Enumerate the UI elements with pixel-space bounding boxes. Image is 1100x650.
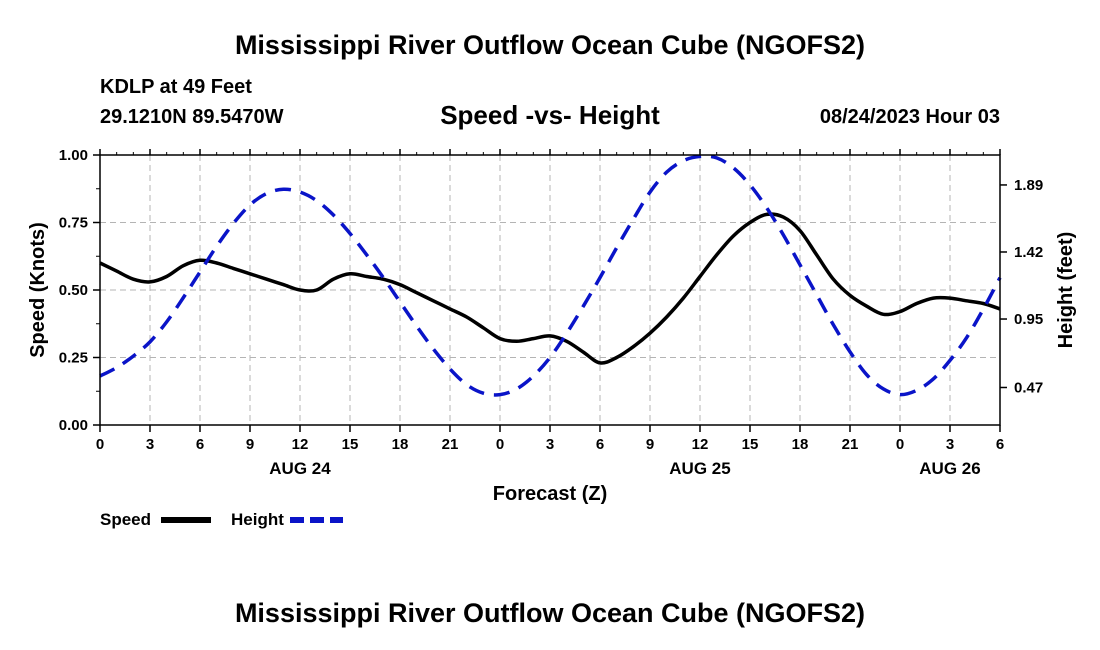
y2-axis-title: Height (feet) [1055, 232, 1077, 349]
y2-tick-label: 0.47 [1014, 379, 1043, 396]
y-tick-label: 0.25 [59, 350, 88, 367]
x-tick-label: 15 [342, 436, 359, 453]
footer-title: Mississippi River Outflow Ocean Cube (NG… [234, 598, 866, 628]
legend-label-speed: Speed [100, 510, 151, 529]
x-tick-label: 0 [96, 436, 104, 453]
x-tick-label: 21 [842, 436, 859, 453]
x-tick-label: 0 [896, 436, 904, 453]
y-tick-label: 0.50 [59, 282, 88, 299]
x-tick-label: 3 [146, 436, 154, 453]
grid [100, 155, 1000, 425]
x-tick-label: 9 [646, 436, 654, 453]
y2-tick-label: 0.95 [1014, 311, 1043, 328]
x-tick-label: 6 [596, 436, 604, 453]
x-tick-label: 21 [442, 436, 459, 453]
y2-tick-label: 1.89 [1014, 177, 1043, 194]
date-label: AUG 26 [919, 459, 980, 478]
x-tick-label: 15 [742, 436, 759, 453]
chart-title: Mississippi River Outflow Ocean Cube (NG… [234, 30, 866, 60]
date-label: AUG 25 [669, 459, 730, 478]
station-label: KDLP at 49 Feet [100, 76, 252, 98]
y2-tick-label: 1.42 [1014, 244, 1043, 261]
chart-subtitle: Speed -vs- Height [440, 100, 660, 130]
forecast-datetime: 08/24/2023 Hour 03 [819, 106, 1000, 128]
legend: Speed Height [100, 510, 343, 529]
axes: 0 3 6 9 12 15 18 21 0 3 6 9 12 15 18 21 0 3 6 0.00 0.25 0.50 0… [59, 147, 1043, 478]
series-line-speed [99, 212, 1001, 365]
x-tick-label: 18 [792, 436, 809, 453]
x-tick-label: 3 [546, 436, 554, 453]
x-tick-label: 12 [692, 436, 709, 453]
station-coordinates: 29.1210N 89.5470W [100, 106, 284, 128]
y-tick-label: 0.75 [59, 215, 88, 232]
x-axis-title: Forecast (Z) [493, 483, 607, 505]
x-tick-label: 3 [946, 436, 954, 453]
series-line-height [99, 154, 1002, 397]
x-tick-label: 12 [292, 436, 309, 453]
y-axis-title: Speed (Knots) [27, 222, 49, 358]
x-tick-label: 6 [996, 436, 1004, 453]
x-tick-label: 0 [496, 436, 504, 453]
y-tick-label: 0.00 [59, 417, 88, 434]
date-label: AUG 24 [269, 459, 331, 478]
x-tick-label: 6 [196, 436, 204, 453]
series-layer [99, 154, 1002, 397]
y-tick-label: 1.00 [59, 147, 88, 164]
x-tick-label: 18 [392, 436, 409, 453]
legend-label-height: Height [231, 510, 284, 529]
x-tick-label: 9 [246, 436, 254, 453]
